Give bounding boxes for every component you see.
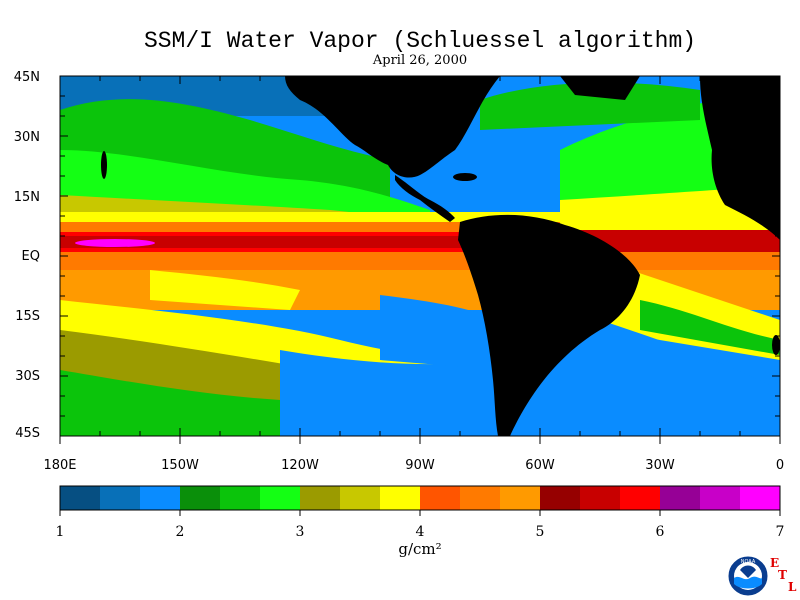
colorbar-swatch (500, 486, 541, 510)
lat-label-15s: 15S (15, 309, 40, 324)
colorbar-swatch (340, 486, 381, 510)
lon-label-90w: 90W (405, 458, 435, 473)
etl-letter-t: T (778, 568, 787, 582)
colorbar-swatch (60, 486, 101, 510)
colorbar-swatch (660, 486, 701, 510)
lon-label-150w: 150W (161, 458, 199, 473)
colorbar-label-6: 6 (655, 524, 665, 540)
colorbar-swatch (100, 486, 141, 510)
colorbar-swatch (620, 486, 661, 510)
colorbar-label-1: 1 (55, 524, 65, 540)
map-ticks (59, 75, 781, 444)
colorbar-swatch (740, 486, 781, 510)
colorbar (59, 485, 781, 516)
colorbar-swatch (260, 486, 301, 510)
lon-label-120w: 120W (281, 458, 319, 473)
noaa-logo-icon: NOAA (728, 556, 768, 596)
colorbar-label-2: 2 (175, 524, 185, 540)
etl-letter-l: L (788, 580, 797, 594)
lat-label-45n: 45N (13, 70, 40, 85)
lat-label-eq: EQ (21, 249, 40, 264)
lat-label-30s: 30S (15, 369, 40, 384)
europe-africa-land (700, 76, 780, 240)
colorbar-swatch (300, 486, 341, 510)
north-america-land (285, 76, 500, 178)
colorbar-swatch (700, 486, 741, 510)
colorbar-swatch (540, 486, 581, 510)
central-america-land (395, 175, 455, 222)
lon-label-30w: 30W (645, 458, 675, 473)
colorbar-swatch (180, 486, 221, 510)
colorbar-swatch (580, 486, 621, 510)
colorbar-swatch (380, 486, 421, 510)
lon-label-180e: 180E (43, 458, 77, 473)
etl-letter-e: E (770, 556, 780, 570)
colorbar-swatch (460, 486, 501, 510)
colorbar-swatch (140, 486, 181, 510)
lat-label-15n: 15N (13, 190, 40, 205)
colorbar-label-4: 4 (415, 524, 425, 540)
map-title: SSM/I Water Vapor (Schluessel algorithm) (143, 28, 697, 54)
colorbar-label-5: 5 (535, 524, 545, 540)
greenland-land (560, 76, 640, 100)
colorbar-swatch (420, 486, 461, 510)
vapor-field (60, 76, 780, 436)
lon-label-60w: 60W (525, 458, 555, 473)
hawaii-land (101, 151, 107, 179)
noaa-logo-text: NOAA (741, 559, 756, 565)
map-date: April 26, 2000 (372, 53, 468, 68)
madagascar-land (772, 335, 780, 355)
caribbean-islands-land (453, 173, 477, 181)
colorbar-swatch (220, 486, 261, 510)
colorbar-unit: g/cm² (398, 540, 442, 558)
colorbar-label-7: 7 (775, 524, 785, 540)
lat-label-30n: 30N (13, 130, 40, 145)
colorbar-label-3: 3 (295, 524, 305, 540)
lat-label-45s: 45S (15, 426, 40, 441)
lon-label-0: 0 (775, 458, 785, 473)
south-america-land (458, 214, 640, 436)
